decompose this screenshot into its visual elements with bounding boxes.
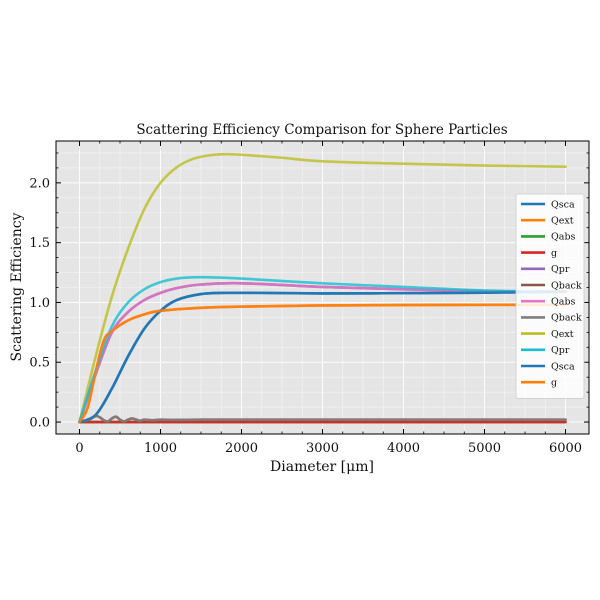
legend-label: g xyxy=(551,248,557,259)
legend-label: Qback xyxy=(551,280,582,291)
legend-label: Qsca xyxy=(551,361,575,372)
series-line-qext-8 xyxy=(78,152,567,424)
y-tick-label: 0.5 xyxy=(29,356,50,371)
legend-label: Qext xyxy=(551,216,574,227)
legend-label: Qpr xyxy=(551,264,570,275)
x-tick-label: 0 xyxy=(75,441,83,456)
legend-label: Qabs xyxy=(551,297,576,308)
legend-label: Qext xyxy=(551,329,574,340)
legend-label: Qabs xyxy=(551,232,576,243)
x-tick-label: 5000 xyxy=(468,441,501,456)
x-axis-label: Diameter [μm] xyxy=(270,459,374,475)
legend-box xyxy=(515,193,585,399)
chart-title: Scattering Efficiency Comparison for Sph… xyxy=(136,122,507,138)
legend: Qsca Qext Qabs g Qpr Qback Qabs Qback Qext Qpr Qsc… xyxy=(515,193,585,399)
y-tick-label: 0.0 xyxy=(29,416,50,431)
series-lines xyxy=(78,152,567,424)
legend-label: g xyxy=(551,378,557,389)
x-tick-label: 4000 xyxy=(387,441,420,456)
x-tick-label: 2000 xyxy=(225,441,258,456)
legend-label: Qback xyxy=(551,313,582,324)
y-tick-label: 1.0 xyxy=(29,296,50,311)
series-line-qsca-10 xyxy=(78,290,567,424)
y-axis-label: Scattering Efficiency xyxy=(9,212,25,361)
y-tick-label: 1.5 xyxy=(29,236,50,251)
axis-ticks: 0 1000 2000 3000 4000 5000 6000 0.0 0.5 1.0 1.5 2.0 xyxy=(29,141,589,456)
series-line-qpr-9 xyxy=(78,275,567,424)
x-tick-label: 1000 xyxy=(144,441,177,456)
legend-label: Qsca xyxy=(551,199,575,210)
x-tick-label: 3000 xyxy=(306,441,339,456)
legend-label: Qpr xyxy=(551,345,570,356)
x-tick-label: 6000 xyxy=(549,441,582,456)
series-line-g-11 xyxy=(78,303,567,424)
y-tick-label: 2.0 xyxy=(29,176,50,191)
series-line-qback-7 xyxy=(78,414,567,424)
